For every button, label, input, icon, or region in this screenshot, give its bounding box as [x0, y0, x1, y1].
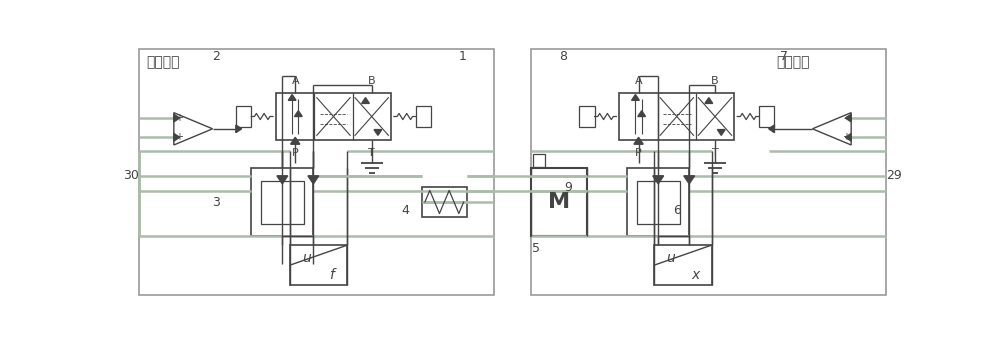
Text: 5: 5	[532, 242, 540, 255]
Text: T: T	[712, 148, 718, 158]
Text: f: f	[329, 268, 334, 282]
Polygon shape	[174, 114, 180, 122]
Bar	[533, 154, 545, 167]
Text: 8: 8	[559, 50, 567, 63]
Polygon shape	[653, 176, 664, 184]
Text: +: +	[175, 132, 183, 142]
Polygon shape	[291, 137, 300, 144]
Text: M: M	[548, 192, 570, 212]
Text: 2: 2	[213, 50, 220, 63]
Bar	[627, 168, 689, 236]
Bar	[276, 93, 391, 140]
Bar	[261, 181, 304, 224]
Polygon shape	[362, 97, 369, 103]
Polygon shape	[705, 97, 713, 103]
Text: +: +	[842, 132, 850, 142]
Polygon shape	[174, 113, 213, 145]
Bar	[531, 49, 886, 295]
Text: 9: 9	[564, 181, 572, 194]
Polygon shape	[845, 114, 851, 122]
Polygon shape	[634, 137, 643, 144]
Text: T: T	[368, 148, 375, 158]
Bar	[251, 168, 313, 236]
Text: 3: 3	[213, 196, 220, 209]
Polygon shape	[277, 176, 288, 184]
Bar	[422, 187, 467, 216]
Text: 6: 6	[673, 204, 681, 217]
Bar	[416, 106, 431, 127]
Bar	[290, 245, 347, 285]
Bar	[236, 106, 251, 127]
Text: 29: 29	[886, 169, 902, 182]
Bar	[531, 168, 587, 236]
Polygon shape	[638, 111, 646, 117]
Bar	[759, 106, 774, 127]
Polygon shape	[684, 176, 695, 184]
Polygon shape	[845, 133, 851, 141]
Text: P: P	[635, 148, 642, 158]
Text: 4: 4	[402, 204, 409, 217]
Text: A: A	[635, 77, 642, 87]
Polygon shape	[374, 130, 382, 135]
Text: u: u	[302, 251, 311, 265]
Text: 位置指令: 位置指令	[776, 56, 810, 70]
Text: A: A	[291, 77, 299, 87]
Text: 30: 30	[123, 169, 139, 182]
Polygon shape	[174, 133, 180, 141]
Bar	[619, 93, 734, 140]
Text: 1: 1	[458, 50, 466, 63]
Bar	[139, 49, 494, 295]
Bar	[637, 181, 680, 224]
Polygon shape	[632, 94, 639, 100]
Text: x: x	[691, 268, 700, 282]
Text: -: -	[844, 113, 848, 123]
Text: u: u	[666, 251, 675, 265]
Polygon shape	[288, 94, 296, 100]
Bar	[579, 106, 595, 127]
Text: 7: 7	[780, 50, 788, 63]
Text: B: B	[711, 77, 719, 87]
Polygon shape	[717, 130, 725, 135]
Polygon shape	[812, 113, 851, 145]
Text: B: B	[368, 77, 376, 87]
Polygon shape	[294, 111, 302, 117]
Text: P: P	[292, 148, 299, 158]
Polygon shape	[769, 125, 774, 133]
Polygon shape	[308, 176, 319, 184]
Text: 加载指令: 加载指令	[147, 56, 180, 70]
Bar	[654, 245, 712, 285]
Polygon shape	[236, 125, 242, 133]
Text: +: +	[175, 113, 183, 123]
